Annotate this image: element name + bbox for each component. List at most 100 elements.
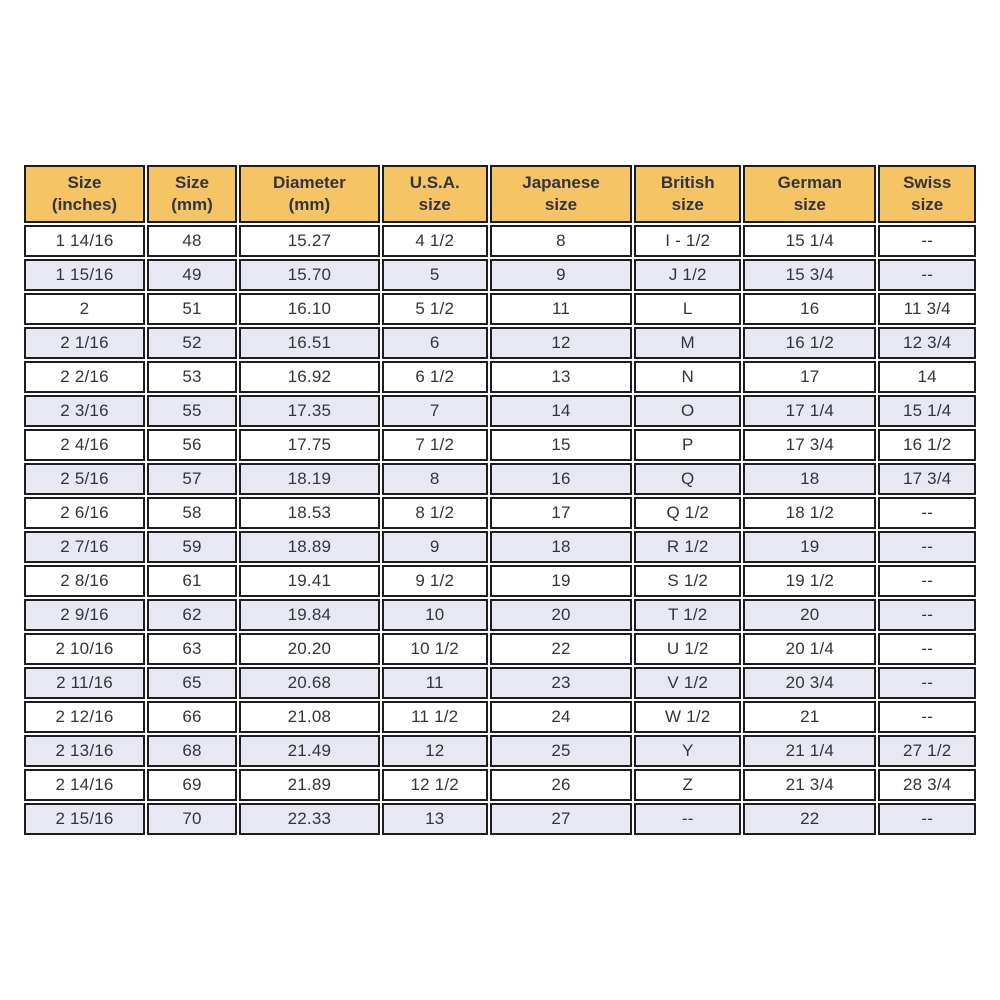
table-cell: 8 [489, 225, 633, 258]
table-cell: W 1/2 [634, 701, 742, 734]
table-cell: 58 [147, 497, 238, 530]
table-cell: 2 14/16 [24, 769, 145, 802]
table-cell: I - 1/2 [634, 225, 742, 258]
column-header-usa-size: U.S.A. size [381, 165, 488, 224]
table-cell: -- [878, 225, 976, 258]
table-cell: 8 [381, 463, 488, 496]
table-cell: P [634, 429, 742, 462]
table-cell: 11 3/4 [878, 293, 976, 326]
table-row: 2 14/16 69 21.89 12 1/2 26 Z 21 3/4 28 3/4 [24, 769, 976, 802]
table-cell: 18.53 [239, 497, 380, 530]
table-cell: 26 [489, 769, 633, 802]
table-cell: O [634, 395, 742, 428]
table-cell: 2 9/16 [24, 599, 145, 632]
table-row: 1 14/16 48 15.27 4 1/2 8 I - 1/2 15 1/4 -- [24, 225, 976, 258]
table-cell: -- [878, 497, 976, 530]
table-cell: 65 [147, 667, 238, 700]
table-cell: 20.68 [239, 667, 380, 700]
table-cell: 15 [489, 429, 633, 462]
table-cell: 12 [489, 327, 633, 360]
table-cell: 5 [381, 259, 488, 292]
table-cell: 56 [147, 429, 238, 462]
table-cell: 20 [743, 599, 877, 632]
table-cell: 16 1/2 [878, 429, 976, 462]
table-cell: 55 [147, 395, 238, 428]
table-cell: 19 [489, 565, 633, 598]
table-cell: M [634, 327, 742, 360]
table-cell: 5 1/2 [381, 293, 488, 326]
table-row: 2 4/16 56 17.75 7 1/2 15 P 17 3/4 16 1/2 [24, 429, 976, 462]
table-row: 2 5/16 57 18.19 8 16 Q 18 17 3/4 [24, 463, 976, 496]
table-cell: 15 1/4 [743, 225, 877, 258]
table-cell: Q [634, 463, 742, 496]
table-cell: 20 3/4 [743, 667, 877, 700]
table-cell: -- [878, 531, 976, 564]
table-cell: 18 [489, 531, 633, 564]
table-cell: 2 15/16 [24, 803, 145, 836]
table-cell: 63 [147, 633, 238, 666]
table-cell: 28 3/4 [878, 769, 976, 802]
column-header-size-inches: Size (inches) [24, 165, 145, 224]
table-cell: 21.49 [239, 735, 380, 768]
table-cell: -- [878, 633, 976, 666]
table-cell: 12 [381, 735, 488, 768]
table-cell: 18.89 [239, 531, 380, 564]
ring-size-conversion-table: Size (inches) Size (mm) Diameter (mm) U.… [22, 163, 978, 838]
table-cell: 11 [381, 667, 488, 700]
table-cell: 16 [743, 293, 877, 326]
table-cell: 17 [743, 361, 877, 394]
table-cell: 12 3/4 [878, 327, 976, 360]
column-header-size-mm: Size (mm) [147, 165, 238, 224]
table-cell: 13 [381, 803, 488, 836]
table-cell: 59 [147, 531, 238, 564]
table-cell: 53 [147, 361, 238, 394]
table-row: 2 12/16 66 21.08 11 1/2 24 W 1/2 21 -- [24, 701, 976, 734]
table-cell: 48 [147, 225, 238, 258]
table-cell: 16 [489, 463, 633, 496]
header-row: Size (inches) Size (mm) Diameter (mm) U.… [24, 165, 976, 224]
table-cell: 22.33 [239, 803, 380, 836]
table-cell: 1 15/16 [24, 259, 145, 292]
table-cell: 2 5/16 [24, 463, 145, 496]
table-cell: 62 [147, 599, 238, 632]
table-row: 2 3/16 55 17.35 7 14 O 17 1/4 15 1/4 [24, 395, 976, 428]
table-cell: 12 1/2 [381, 769, 488, 802]
table-row: 2 9/16 62 19.84 10 20 T 1/2 20 -- [24, 599, 976, 632]
table-cell: 7 1/2 [381, 429, 488, 462]
table-row: 2 7/16 59 18.89 9 18 R 1/2 19 -- [24, 531, 976, 564]
column-header-swiss-size: Swiss size [878, 165, 976, 224]
table-cell: 2 1/16 [24, 327, 145, 360]
table-cell: T 1/2 [634, 599, 742, 632]
table-cell: 16 1/2 [743, 327, 877, 360]
table-cell: 18 1/2 [743, 497, 877, 530]
table-cell: 70 [147, 803, 238, 836]
table-cell: 22 [489, 633, 633, 666]
table-cell: 27 [489, 803, 633, 836]
table-row: 2 1/16 52 16.51 6 12 M 16 1/2 12 3/4 [24, 327, 976, 360]
table-cell: 21.89 [239, 769, 380, 802]
table-cell: 24 [489, 701, 633, 734]
table-cell: 22 [743, 803, 877, 836]
table-cell: 16.92 [239, 361, 380, 394]
table-cell: 2 2/16 [24, 361, 145, 394]
table-cell: J 1/2 [634, 259, 742, 292]
table-cell: 4 1/2 [381, 225, 488, 258]
table-row: 2 6/16 58 18.53 8 1/2 17 Q 1/2 18 1/2 -- [24, 497, 976, 530]
table-cell: 9 [381, 531, 488, 564]
table-cell: U 1/2 [634, 633, 742, 666]
table-cell: 18 [743, 463, 877, 496]
table-cell: 19 1/2 [743, 565, 877, 598]
table-cell: 16.10 [239, 293, 380, 326]
table-cell: -- [878, 599, 976, 632]
table-cell: 6 [381, 327, 488, 360]
table-cell: 11 1/2 [381, 701, 488, 734]
table-row: 2 8/16 61 19.41 9 1/2 19 S 1/2 19 1/2 -- [24, 565, 976, 598]
table-cell: 20 [489, 599, 633, 632]
table-cell: 61 [147, 565, 238, 598]
table-cell: 66 [147, 701, 238, 734]
table-cell: 52 [147, 327, 238, 360]
table-cell: 2 8/16 [24, 565, 145, 598]
table-cell: 21.08 [239, 701, 380, 734]
column-header-japanese-size: Japanese size [489, 165, 633, 224]
table-cell: -- [634, 803, 742, 836]
